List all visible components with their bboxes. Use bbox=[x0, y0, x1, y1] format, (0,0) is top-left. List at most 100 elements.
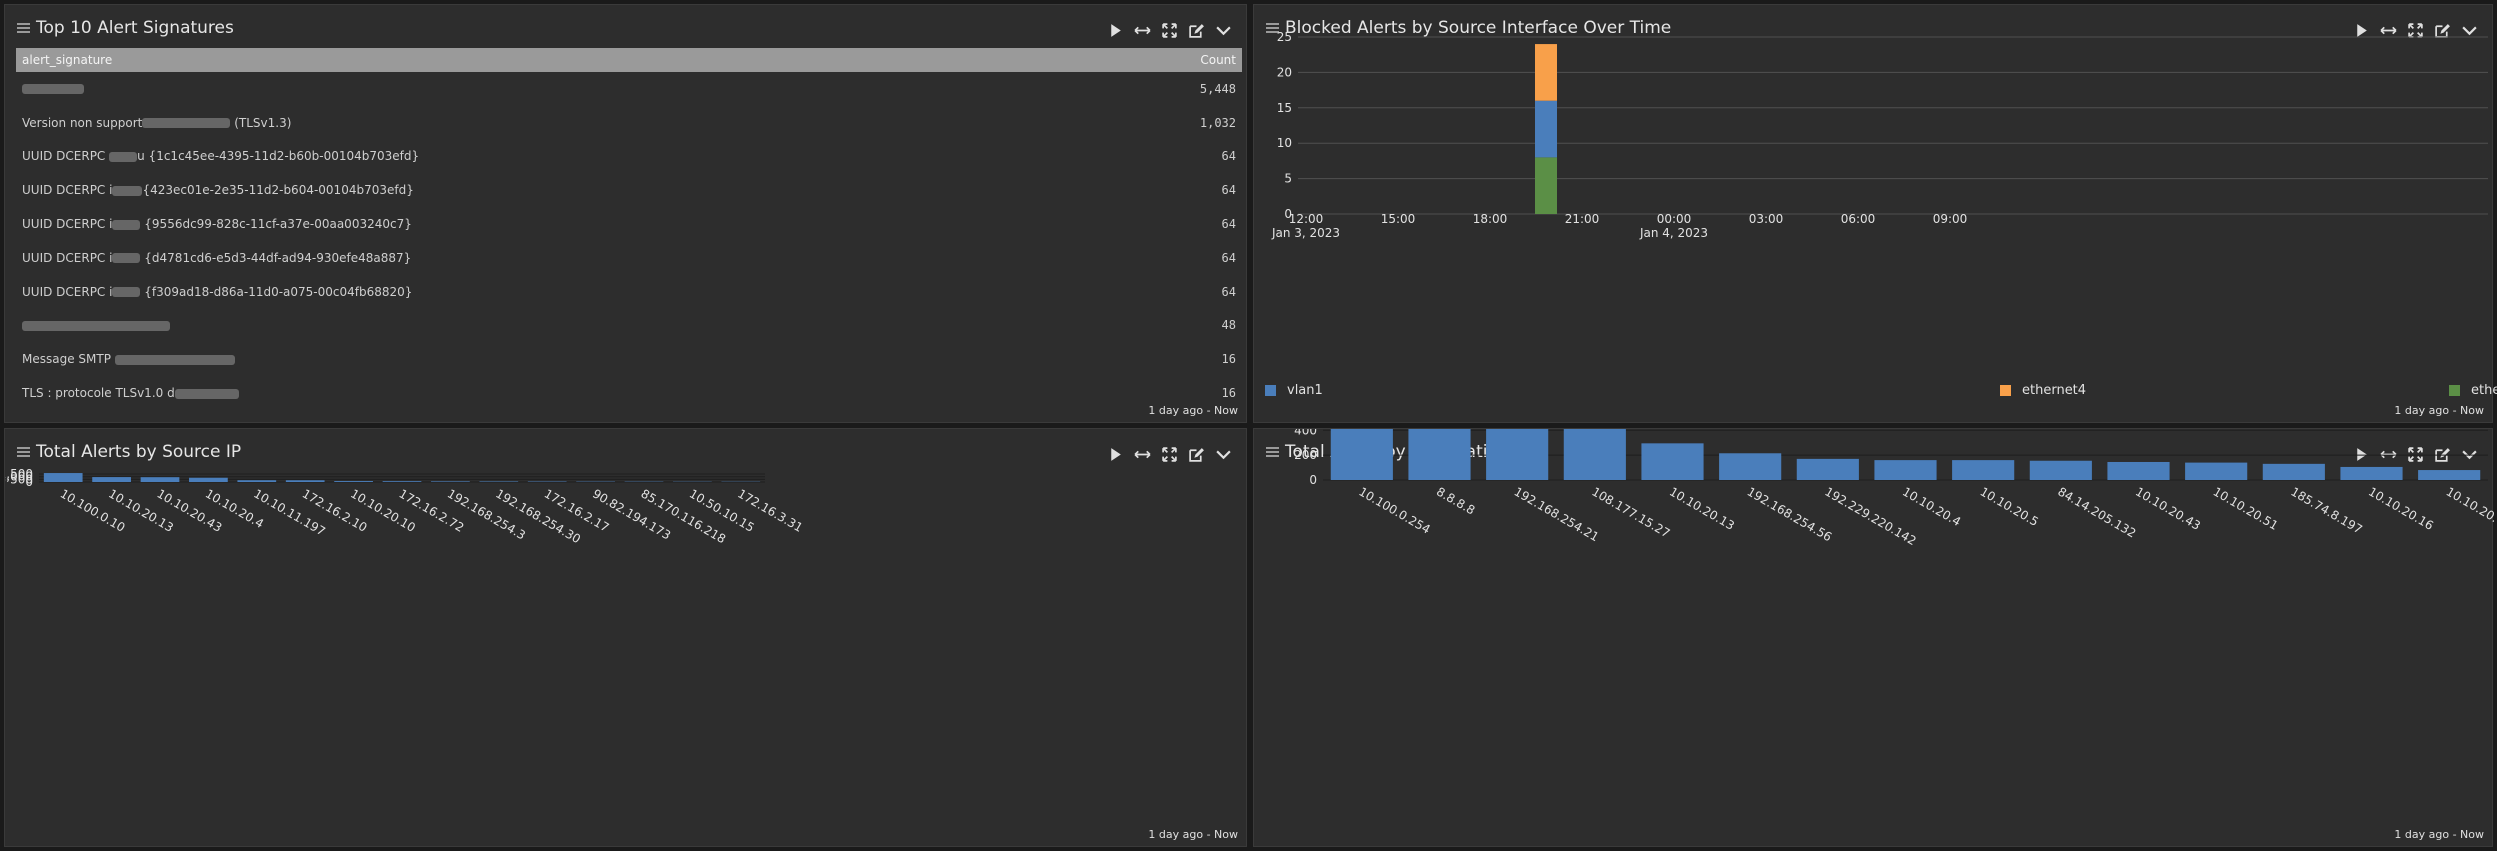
x-tick-label: 10.10.20.16 bbox=[2366, 484, 2436, 532]
bar bbox=[2262, 463, 2325, 480]
y-tick-label: 1,000 bbox=[5, 470, 33, 484]
redacted-text bbox=[22, 84, 84, 95]
signature-text: UUID DCERPC bbox=[22, 149, 110, 164]
x-tick-label: 185.74.8.197 bbox=[2288, 484, 2364, 536]
column-header-count[interactable]: Count bbox=[1112, 48, 1242, 72]
dest-ip-panel: Total Alerts by Destination IP 020040060… bbox=[1253, 428, 2494, 847]
table-row[interactable]: TLS : protocole TLSv1.0 d 16 bbox=[16, 376, 1242, 410]
x-tick-label: 12:00 bbox=[1289, 212, 1324, 226]
x-tick-label: 84.14.205.132 bbox=[2055, 484, 2138, 540]
y-tick-label: 500 bbox=[10, 472, 33, 486]
time-range-label: 1 day ago - Now bbox=[1148, 404, 1238, 417]
signature-text: TLS : protocole TLSv1.0 d bbox=[22, 386, 175, 401]
bar bbox=[140, 477, 180, 482]
expand-icon[interactable] bbox=[1160, 445, 1178, 463]
bar bbox=[1563, 429, 1626, 480]
redacted-text bbox=[109, 151, 138, 162]
table-row[interactable]: 5,448 bbox=[16, 72, 1242, 106]
x-tick-label: 10.10.20.13 bbox=[1667, 484, 1737, 532]
signature-text: {9556dc99-828c-11cf-a37e-00aa003240c7} bbox=[140, 217, 412, 232]
table-row[interactable]: UUID DCERPC i {d4781cd6-e5d3-44df-ad94-9… bbox=[16, 241, 1242, 275]
play-icon[interactable] bbox=[2352, 445, 2370, 463]
table-row[interactable]: UUID DCERPC i {423ec01e-2e35-11d2-b604-00… bbox=[16, 173, 1242, 207]
play-icon[interactable] bbox=[2352, 21, 2370, 39]
count-cell: 64 bbox=[1221, 183, 1236, 198]
drag-handle-icon[interactable] bbox=[1266, 23, 1279, 33]
expand-icon[interactable] bbox=[1160, 21, 1178, 39]
bar-segment-ethernet0 bbox=[1535, 157, 1557, 214]
signature-text: (TLSv1.3) bbox=[230, 115, 292, 130]
x-tick-label: 21:00 bbox=[1565, 212, 1600, 226]
x-tick-label: 192.168.254.30 bbox=[493, 486, 583, 546]
resize-horizontal-icon[interactable] bbox=[1133, 21, 1151, 39]
drag-handle-icon[interactable] bbox=[17, 23, 30, 33]
table-row[interactable]: UUID DCERPC i {f309ad18-d86a-11d0-a075-0… bbox=[16, 275, 1242, 309]
signature-text: Version non support bbox=[22, 115, 143, 130]
drag-handle-icon[interactable] bbox=[1266, 447, 1279, 457]
chevron-down-icon[interactable] bbox=[1214, 445, 1232, 463]
edit-icon[interactable] bbox=[1187, 445, 1205, 463]
y-tick-label: 5 bbox=[1284, 172, 1292, 186]
legend-label: ethernet0 bbox=[2471, 382, 2497, 398]
x-tick-label: 10.10.20.4 bbox=[1900, 484, 1963, 529]
expand-icon[interactable] bbox=[2406, 445, 2424, 463]
x-tick-label: 10.10.20.10 bbox=[2444, 484, 2494, 532]
table-row[interactable]: Version non support (TLSv1.3) 1,032 bbox=[16, 106, 1242, 140]
bar bbox=[1641, 443, 1704, 480]
bar bbox=[1796, 458, 1859, 480]
edit-icon[interactable] bbox=[2433, 21, 2451, 39]
bar-segment-ethernet4 bbox=[1535, 44, 1557, 101]
table-row[interactable]: Message SMTP 16 bbox=[16, 342, 1242, 376]
chevron-down-icon[interactable] bbox=[2460, 445, 2478, 463]
x-tick-label: 06:00 bbox=[1841, 212, 1876, 226]
bar bbox=[237, 480, 277, 482]
x-tick-label: 03:00 bbox=[1749, 212, 1784, 226]
chevron-down-icon[interactable] bbox=[1214, 21, 1232, 39]
table-row[interactable]: 48 bbox=[16, 309, 1242, 343]
count-cell: 64 bbox=[1221, 284, 1236, 299]
count-cell: 48 bbox=[1221, 318, 1236, 333]
column-header-alert-signature[interactable]: alert_signature bbox=[16, 48, 1113, 72]
expand-icon[interactable] bbox=[2406, 21, 2424, 39]
table-row[interactable]: UUID DCERPC u {1c1c45ee-4395-11d2-b60b-0… bbox=[16, 140, 1242, 174]
resize-horizontal-icon[interactable] bbox=[2379, 21, 2397, 39]
resize-horizontal-icon[interactable] bbox=[1133, 445, 1151, 463]
table-row[interactable]: UUID DCERPC i {9556dc99-828c-11cf-a37e-0… bbox=[16, 207, 1242, 241]
signature-cell bbox=[16, 72, 1113, 106]
signature-cell: Version non support (TLSv1.3) bbox=[16, 106, 1113, 140]
legend-item-ethernet0[interactable]: ethernet0 bbox=[2449, 381, 2497, 399]
y-tick-label: 10 bbox=[1277, 136, 1292, 150]
drag-handle-icon[interactable] bbox=[17, 447, 30, 457]
chevron-down-icon[interactable] bbox=[2460, 21, 2478, 39]
signature-cell: UUID DCERPC u {1c1c45ee-4395-11d2-b60b-0… bbox=[16, 140, 1113, 174]
redacted-text bbox=[112, 219, 141, 230]
time-range-label: 1 day ago - Now bbox=[1148, 828, 1238, 841]
signature-text: UUID DCERPC i bbox=[22, 217, 113, 232]
y-tick-label: 25 bbox=[1277, 30, 1292, 44]
legend-item-ethernet4[interactable]: ethernet4 bbox=[2000, 381, 2086, 399]
signature-cell bbox=[16, 309, 1113, 343]
signature-text: {f309ad18-d86a-11d0-a075-00c04fb68820} bbox=[140, 284, 413, 299]
signature-text: {d4781cd6-e5d3-44df-ad94-930efe48a887} bbox=[140, 250, 412, 265]
edit-icon[interactable] bbox=[1187, 21, 1205, 39]
bar bbox=[92, 477, 131, 482]
bar bbox=[43, 473, 83, 482]
y-tick-label: 200 bbox=[1294, 448, 1317, 462]
table-header-row: alert_signature Count bbox=[16, 48, 1242, 72]
x-tick-sublabel: Jan 3, 2023 bbox=[1271, 226, 1340, 240]
signature-text: UUID DCERPC i bbox=[22, 250, 113, 265]
legend-label: vlan1 bbox=[1287, 382, 1323, 398]
redacted-text bbox=[114, 354, 235, 365]
panel-header: Top 10 Alert Signatures bbox=[5, 5, 1246, 51]
legend-item-vlan1[interactable]: vlan1 bbox=[1265, 381, 1323, 399]
play-icon[interactable] bbox=[1106, 445, 1124, 463]
count-cell: 1,032 bbox=[1199, 115, 1236, 130]
panel-tools bbox=[1106, 20, 1232, 40]
legend-swatch bbox=[2449, 384, 2460, 396]
x-tick-label: 18:00 bbox=[1473, 212, 1508, 226]
bar bbox=[2418, 470, 2481, 480]
panel-title: Top 10 Alert Signatures bbox=[36, 18, 234, 38]
signature-cell: Message SMTP bbox=[16, 342, 1113, 376]
play-icon[interactable] bbox=[1106, 21, 1124, 39]
